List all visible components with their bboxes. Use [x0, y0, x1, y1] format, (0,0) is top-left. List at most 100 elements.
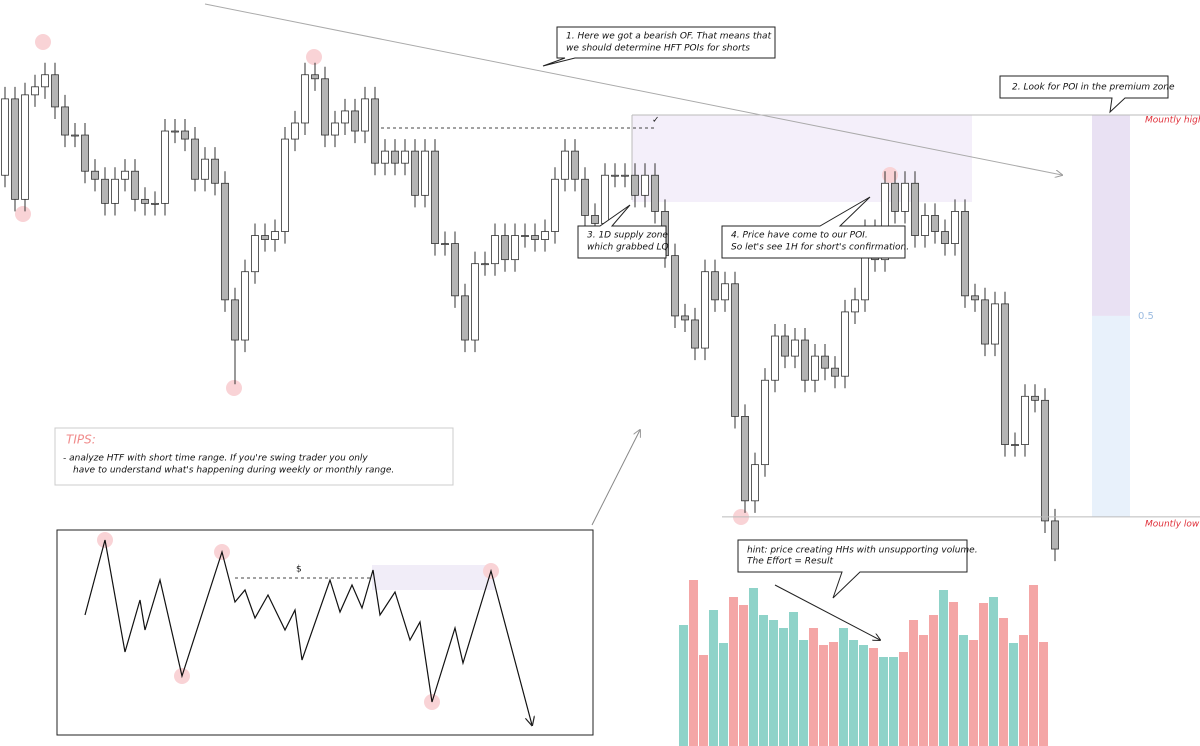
- volume-bar: [919, 635, 928, 746]
- candle-body: [721, 283, 729, 301]
- candle-body: [961, 211, 969, 297]
- candle-body: [751, 464, 759, 502]
- candle-body: [361, 98, 369, 132]
- volume-bar: [709, 610, 718, 746]
- candle-body: [311, 74, 319, 80]
- volume-bar: [909, 620, 918, 746]
- candle-body: [501, 235, 509, 261]
- fib-band: [1092, 114, 1130, 316]
- candle-body: [991, 303, 999, 345]
- candle-body: [1051, 520, 1059, 550]
- candle-body: [301, 74, 309, 124]
- candle-body: [491, 235, 499, 265]
- candle-body: [1001, 303, 1009, 445]
- volume-bar: [879, 657, 888, 746]
- tips-text: have to understand what's happening duri…: [73, 466, 394, 476]
- candle-body: [11, 98, 19, 200]
- candle-body: [111, 178, 119, 204]
- candle-body: [381, 150, 389, 164]
- tips-title: TIPS:: [66, 433, 96, 447]
- candle-body: [91, 170, 99, 180]
- candle-body: [591, 215, 599, 224]
- candle-body: [651, 174, 659, 212]
- candle-body: [881, 182, 889, 261]
- candle-body: [41, 74, 49, 88]
- candle-body: [791, 339, 799, 357]
- candle-body: [531, 235, 539, 240]
- candle-body: [761, 379, 769, 466]
- candle-body: [811, 355, 819, 381]
- candle-body: [981, 299, 989, 345]
- bubble: [737, 539, 968, 599]
- candle-body: [221, 182, 229, 301]
- tips-text: - analyze HTF with short time range. If …: [63, 454, 368, 464]
- candle-body: [801, 339, 809, 381]
- candle-body: [551, 178, 559, 232]
- candle-body: [641, 174, 649, 196]
- candle-body: [401, 150, 409, 164]
- candle-body: [411, 150, 419, 196]
- candle-body: [421, 150, 429, 196]
- candle-body: [341, 110, 349, 124]
- annotation: 2. Look for POI in the premium zone: [999, 75, 1175, 114]
- annotation: 4. Price have come to our POI. So let's …: [721, 196, 909, 259]
- bubble: [542, 26, 776, 67]
- candle-body: [701, 271, 709, 349]
- candle-body: [1011, 444, 1019, 446]
- candle-body: [571, 150, 579, 180]
- candle-body: [241, 271, 249, 341]
- annotation-text: The Effort = Result: [747, 557, 833, 567]
- volume-bar: [969, 640, 978, 746]
- candle-body: [581, 178, 589, 216]
- candle-body: [331, 122, 339, 136]
- volume-bar: [1039, 642, 1048, 746]
- candle-body: [1, 98, 9, 176]
- candles: [1, 62, 1059, 562]
- candle-body: [211, 158, 219, 184]
- candle-body: [151, 202, 159, 205]
- fib-band: [1092, 315, 1130, 517]
- candle-body: [1031, 395, 1039, 401]
- candle-body: [831, 367, 839, 377]
- candle-body: [681, 315, 689, 321]
- volume-bar: [869, 648, 878, 746]
- candle-body: [521, 235, 529, 237]
- volume-bar: [959, 635, 968, 746]
- annotation-text: 1. Here we got a bearish OF. That means …: [566, 32, 772, 42]
- bubble: [577, 204, 667, 259]
- candle-body: [691, 319, 699, 349]
- sketch-zone: [372, 565, 495, 590]
- candle-body: [51, 74, 59, 108]
- volume-bar: [739, 605, 748, 746]
- check-mark: ✓: [652, 116, 660, 126]
- background-layer: [15, 3, 1062, 526]
- volume-bar: [929, 615, 938, 746]
- volume-bar: [939, 590, 948, 746]
- candle-body: [821, 355, 829, 369]
- volume-bar: [799, 640, 808, 746]
- volume-bar: [729, 597, 738, 746]
- pointer-arrow: [591, 430, 640, 526]
- candle-body: [271, 231, 279, 240]
- candle-body: [781, 335, 789, 357]
- candle-body: [951, 211, 959, 244]
- candle-body: [471, 263, 479, 341]
- volume-bar: [949, 602, 958, 746]
- candle-body: [71, 134, 79, 137]
- annotation: 1. Here we got a bearish OF. That means …: [542, 26, 776, 67]
- poi-zone: [632, 115, 972, 202]
- tips-frame: [54, 427, 454, 486]
- volume-bar: [859, 645, 868, 746]
- candle-body: [511, 235, 519, 261]
- annotation-text: 3. 1D supply zone: [587, 231, 668, 241]
- swing-marker: [35, 34, 51, 50]
- annotation: 3. 1D supply zone which grabbed LQ: [577, 204, 669, 259]
- candle-body: [161, 130, 169, 204]
- candle-body: [321, 78, 329, 136]
- candle-body: [131, 170, 139, 200]
- candle-body: [921, 215, 929, 236]
- volume-bar: [989, 597, 998, 746]
- tips-box: TIPS: - analyze HTF with short time rang…: [54, 427, 454, 486]
- candle-body: [261, 235, 269, 240]
